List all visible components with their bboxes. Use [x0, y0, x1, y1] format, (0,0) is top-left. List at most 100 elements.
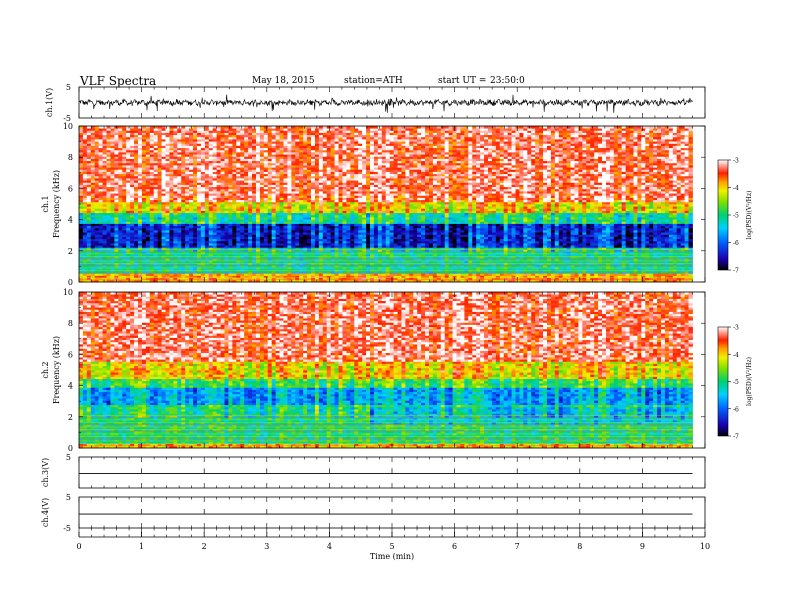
ch1-spectrogram-cell: [149, 132, 155, 136]
ch1-spectrogram-cell: [318, 195, 324, 198]
ch1-spectrogram-cell: [165, 141, 170, 144]
ch1-spectrogram-cell: [303, 210, 308, 214]
ch1-spectrogram-cell: [181, 167, 186, 170]
ch1-spectrogram-cell: [185, 136, 190, 140]
ch1-spectrogram-cell: [90, 132, 96, 136]
ch1-spectrogram-cell: [224, 212, 229, 216]
ch1-spectrogram-cell: [169, 206, 174, 209]
ch1-spectrogram-cell: [114, 236, 119, 240]
ch1-spectrogram-cell: [279, 191, 284, 194]
ch1-spectrogram-cell: [307, 217, 312, 220]
ch1-spectrogram-cell: [200, 240, 206, 244]
ch1-spectrogram-cell: [244, 141, 249, 144]
ch1-spectrogram-cell: [161, 206, 166, 209]
ch1-spectrogram-cell: [157, 206, 162, 209]
ch1-spectrogram-cell: [318, 145, 324, 149]
ch1-spectrogram-cell: [153, 134, 159, 138]
ch1-spectrogram-cell: [318, 243, 324, 246]
ch1-spectrogram-cell: [102, 178, 107, 181]
ch1-spectrogram-cell: [79, 253, 84, 257]
ch1-spectrogram-cell: [98, 208, 103, 211]
ch1-spectrogram-cell: [314, 128, 320, 131]
ch1-spectrogram-cell: [224, 134, 229, 138]
ch1-spectrogram-cell: [90, 154, 96, 157]
ch1-spectrogram-cell: [208, 130, 214, 133]
ch1-spectrogram-cell: [118, 152, 123, 155]
ch1-spectrogram-cell: [228, 210, 233, 214]
ch1-spectrogram-cell: [275, 154, 280, 157]
ch1-spectrogram-cell: [252, 234, 257, 237]
ch1-spectrogram-cell: [90, 167, 96, 170]
ch1-spectrogram-cell: [145, 258, 151, 261]
ch1-spectrogram-cell: [244, 173, 249, 177]
ch1-spectrogram-cell: [279, 201, 284, 205]
ch1-spectrogram-cell: [94, 167, 100, 170]
ch1-spectrogram-cell: [314, 201, 320, 205]
ch1-spectrogram-cell: [196, 256, 202, 259]
ch1-spectrogram-cell: [196, 236, 202, 240]
ch1-spectrogram-cell: [122, 240, 127, 244]
ch1-spectrogram-cell: [122, 227, 127, 231]
ch1-spectrogram-cell: [149, 247, 155, 250]
ch1-spectrogram-cell: [248, 217, 253, 220]
ch1-spectrogram-cell: [79, 195, 84, 198]
ch1-spectrogram-cell: [181, 169, 186, 172]
ch1-spectrogram-cell: [161, 171, 166, 175]
ch1-spectrogram-cell: [94, 197, 100, 201]
ch1-spectrogram-cell: [295, 230, 300, 233]
ch1-spectrogram-cell: [271, 256, 277, 259]
ch1-spectrogram-cell: [90, 186, 96, 190]
ch1-spectrogram-cell: [173, 193, 178, 196]
ch1-spectrogram-cell: [110, 147, 115, 151]
ch1-spectrogram-cell: [90, 227, 96, 231]
ch1-spectrogram-cell: [137, 247, 143, 250]
ch1-spectrogram-cell: [149, 217, 155, 220]
ch1-spectrogram-cell: [126, 188, 131, 192]
ch1-spectrogram-cell: [169, 175, 174, 179]
ch1-spectrogram-cell: [283, 277, 288, 281]
ch1-spectrogram-cell: [106, 277, 111, 281]
ch1-spectrogram-cell: [208, 223, 214, 227]
ch1-spectrogram-cell: [173, 236, 178, 240]
ch1-spectrogram-cell: [137, 132, 143, 136]
ch1-spectrogram-cell: [90, 169, 96, 172]
ch1-spectrogram-cell: [137, 253, 143, 257]
ch1-spectrogram-cell: [110, 238, 115, 242]
ch1-spectrogram-cell: [185, 173, 190, 177]
ch1-spectrogram-cell: [118, 260, 123, 263]
ch1-spectrogram-cell: [287, 249, 292, 253]
ch1-spectrogram-cell: [118, 279, 123, 283]
ch1-spectrogram-cell: [86, 173, 92, 177]
ch1-spectrogram-cell: [212, 264, 218, 268]
ch1-spectrogram-cell: [303, 277, 308, 281]
ch1-spectrogram-cell: [200, 243, 206, 246]
ch1-spectrogram-cell: [318, 238, 324, 242]
ch1-spectrogram-cell: [82, 132, 88, 136]
ch1-spectrogram-cell: [255, 158, 261, 162]
ch1-spectrogram-cell: [244, 156, 249, 159]
ch1-spectrogram-cell: [267, 169, 273, 172]
ch1-spectrogram-cell: [110, 251, 115, 255]
ch1-spectrogram-cell: [263, 247, 269, 250]
ch1-spectrogram-cell: [287, 145, 292, 149]
ch1-spectrogram-cell: [153, 227, 159, 231]
ch1-spectrogram-cell: [255, 149, 261, 153]
ch1-spectrogram-cell: [181, 230, 186, 233]
ch1-spectrogram-cell: [291, 186, 296, 190]
ch1-spectrogram-cell: [244, 130, 249, 133]
ch1-spectrogram-cell: [279, 206, 284, 209]
ch1-spectrogram-cell: [299, 260, 304, 263]
ch1-spectrogram-cell: [189, 247, 194, 250]
ch1-spectrogram-cell: [145, 277, 151, 281]
ch1-spectrogram-cell: [287, 184, 292, 188]
ch1-spectrogram-cell: [200, 186, 206, 190]
ch1-spectrogram-cell: [200, 223, 206, 227]
ch1-spectrogram-cell: [232, 126, 237, 129]
ch1-spectrogram-cell: [94, 134, 100, 138]
ch1-spectrogram-cell: [287, 178, 292, 181]
ch1-spectrogram-cell: [79, 156, 84, 159]
ch1-spectrogram-cell: [295, 208, 300, 211]
ch1-spectrogram-cell: [165, 249, 170, 253]
ch1-spectrogram-cell: [267, 178, 273, 181]
ch1-spectrogram-cell: [295, 201, 300, 205]
